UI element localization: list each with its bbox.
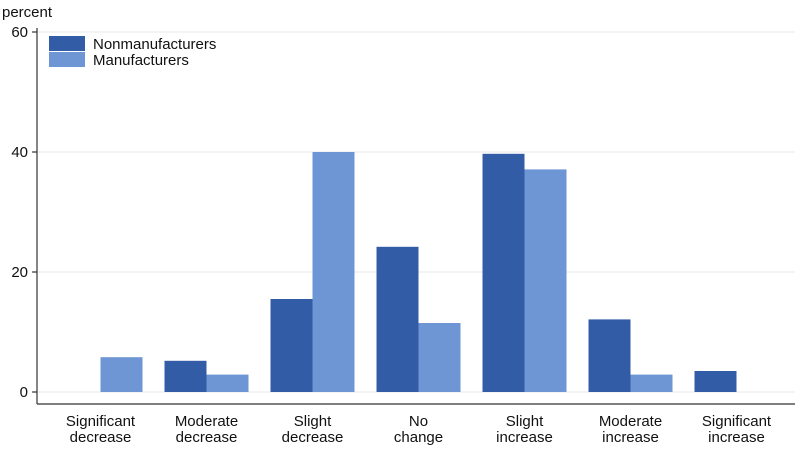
y-tick-label-0: 0 xyxy=(20,384,28,401)
y-ticks: 0 20 40 60 xyxy=(11,24,37,401)
bars xyxy=(100,152,737,392)
bar-manufacturers-0 xyxy=(100,357,143,392)
bar-nonmanufacturers-3 xyxy=(376,246,419,392)
bar-manufacturers-4 xyxy=(524,169,567,392)
x-category-label-6: Significant increase xyxy=(702,413,772,446)
legend-label-nonmanufacturers: Nonmanufacturers xyxy=(93,36,216,53)
bar-manufacturers-1 xyxy=(206,374,249,392)
x-category-label-3: No change xyxy=(394,413,443,446)
legend-swatch-manufacturers xyxy=(49,52,85,67)
x-category-label-4: Slight increase xyxy=(496,413,553,446)
legend-swatch-nonmanufacturers xyxy=(49,36,85,51)
bar-nonmanufacturers-4 xyxy=(482,153,525,392)
bar-nonmanufacturers-6 xyxy=(694,371,737,392)
x-category-labels: Significant decrease Moderate decrease Sligh… xyxy=(66,413,772,446)
bar-manufacturers-2 xyxy=(312,152,355,392)
y-tick-label-20: 20 xyxy=(11,264,28,281)
x-category-label-2: Slight decrease xyxy=(282,413,344,446)
bar-manufacturers-5 xyxy=(630,374,673,392)
axes xyxy=(36,28,795,405)
bar-nonmanufacturers-1 xyxy=(164,360,207,392)
x-category-label-0: Significant decrease xyxy=(66,413,136,446)
legend-label-manufacturers: Manufacturers xyxy=(93,52,189,69)
y-axis-label: percent xyxy=(2,4,53,21)
x-category-label-1: Moderate decrease xyxy=(175,413,238,446)
y-tick-label-40: 40 xyxy=(11,144,28,161)
bar-nonmanufacturers-5 xyxy=(588,319,631,392)
bar-manufacturers-3 xyxy=(418,323,461,392)
x-category-label-5: Moderate increase xyxy=(599,413,662,446)
legend: Nonmanufacturers Manufacturers xyxy=(49,36,216,69)
bar-nonmanufacturers-2 xyxy=(270,299,313,392)
y-tick-label-60: 60 xyxy=(11,24,28,41)
